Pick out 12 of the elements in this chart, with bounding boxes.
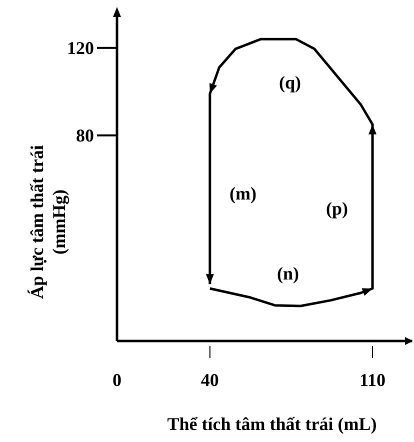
x-axis-title: Thể tích tâm thất trái (mL) [167, 414, 377, 434]
y-tick-label: 80 [76, 126, 94, 146]
y-tick-label: 120 [67, 38, 94, 58]
annotation: (p) [326, 198, 348, 218]
x-tick-label: 40 [200, 370, 219, 390]
annotation: (q) [279, 72, 302, 92]
annotation: (n) [277, 263, 300, 284]
y-axis-title: Áp lực tâm thất trái (mmHg) [27, 145, 69, 299]
line-series [208, 38, 374, 308]
x-tick-label: 0 [112, 370, 122, 390]
annotation: (m) [230, 183, 256, 204]
x-tick-label: 110 [360, 370, 386, 390]
